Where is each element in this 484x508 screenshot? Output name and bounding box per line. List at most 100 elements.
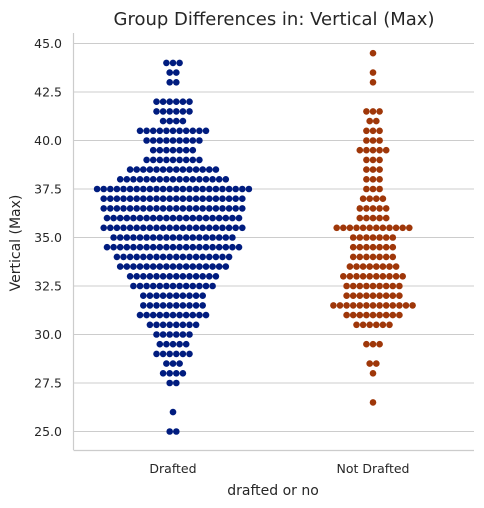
data-point xyxy=(146,273,154,280)
data-point xyxy=(143,156,150,164)
data-point xyxy=(156,146,164,154)
data-point xyxy=(179,108,187,115)
data-point xyxy=(130,263,137,270)
data-point xyxy=(113,185,121,193)
y-tick-label: 42.5 xyxy=(34,85,62,100)
data-point xyxy=(386,224,393,232)
data-point xyxy=(133,224,140,232)
data-point xyxy=(196,156,203,164)
data-point xyxy=(130,176,137,183)
data-point xyxy=(169,311,177,319)
data-point xyxy=(245,185,253,193)
data-point xyxy=(363,243,370,251)
data-point xyxy=(153,195,160,202)
data-point xyxy=(169,263,177,270)
data-point xyxy=(189,214,197,222)
data-point xyxy=(212,205,220,212)
data-point xyxy=(173,79,180,86)
data-point xyxy=(173,224,180,232)
data-point xyxy=(212,185,220,193)
data-point xyxy=(163,263,170,270)
data-point xyxy=(140,224,147,232)
data-point xyxy=(212,195,220,202)
data-point xyxy=(186,331,193,338)
data-point xyxy=(382,292,390,300)
data-point xyxy=(379,263,387,270)
data-point xyxy=(169,234,177,241)
data-point xyxy=(166,205,173,212)
data-point xyxy=(173,350,180,358)
data-point xyxy=(146,302,154,309)
data-point xyxy=(186,195,193,202)
data-point xyxy=(149,282,157,290)
data-point xyxy=(215,263,223,270)
data-point xyxy=(369,49,377,57)
data-point xyxy=(166,69,173,76)
data-point xyxy=(153,292,160,300)
data-point xyxy=(146,292,154,300)
data-point xyxy=(369,292,377,300)
data-point xyxy=(116,263,124,270)
data-point xyxy=(146,253,154,261)
data-point xyxy=(225,205,233,212)
data-point xyxy=(113,224,121,232)
data-point xyxy=(196,311,203,319)
data-point xyxy=(143,127,150,135)
data-point xyxy=(382,253,390,261)
data-point xyxy=(206,166,213,173)
data-point xyxy=(179,321,187,329)
data-point xyxy=(163,137,170,144)
data-point xyxy=(376,108,383,115)
data-point xyxy=(163,243,170,251)
data-point xyxy=(189,282,197,290)
data-point xyxy=(173,331,180,338)
data-point xyxy=(376,127,383,135)
data-point xyxy=(389,302,397,309)
data-point xyxy=(215,243,223,251)
data-point xyxy=(373,321,380,329)
data-point xyxy=(179,98,187,105)
data-point xyxy=(202,282,210,290)
data-point xyxy=(232,205,239,212)
data-point xyxy=(356,234,364,241)
data-point xyxy=(123,263,131,270)
data-point xyxy=(126,253,134,261)
data-point xyxy=(153,205,160,212)
data-point xyxy=(396,302,403,309)
data-point xyxy=(173,370,180,377)
data-point xyxy=(189,156,197,164)
data-point xyxy=(369,205,377,212)
data-point xyxy=(356,253,364,261)
data-point xyxy=(107,205,114,212)
data-point xyxy=(349,243,357,251)
data-point xyxy=(402,302,410,309)
data-point xyxy=(156,311,164,319)
data-point xyxy=(143,214,150,222)
data-point xyxy=(219,224,226,232)
data-point xyxy=(209,243,216,251)
data-point xyxy=(163,311,170,319)
data-point xyxy=(173,253,180,261)
data-point xyxy=(382,302,390,309)
data-point xyxy=(192,321,200,329)
data-point xyxy=(140,205,147,212)
data-point xyxy=(196,176,203,183)
data-point xyxy=(366,195,374,202)
data-point xyxy=(149,146,157,154)
data-point xyxy=(369,69,377,76)
data-point xyxy=(176,311,183,319)
data-point xyxy=(196,137,203,144)
y-tick-label: 37.5 xyxy=(34,182,62,197)
data-point xyxy=(163,234,170,241)
data-point xyxy=(143,282,150,290)
data-point xyxy=(219,205,226,212)
data-point xyxy=(369,79,377,86)
data-point xyxy=(369,370,377,377)
data-point xyxy=(146,224,154,232)
data-point xyxy=(166,185,173,193)
data-point xyxy=(189,243,197,251)
data-point xyxy=(353,263,360,270)
data-point xyxy=(153,253,160,261)
data-point xyxy=(120,195,127,202)
data-point xyxy=(199,185,206,193)
